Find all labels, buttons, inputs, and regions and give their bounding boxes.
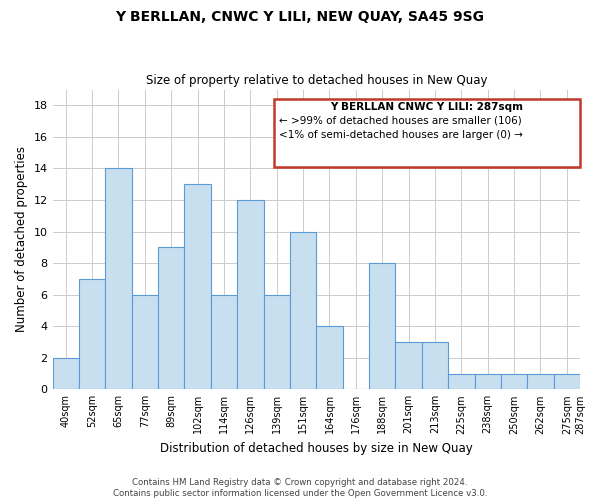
Bar: [158, 248, 184, 390]
Y-axis label: Number of detached properties: Number of detached properties: [15, 146, 28, 332]
Text: Y BERLLAN, CNWC Y LILI, NEW QUAY, SA45 9SG: Y BERLLAN, CNWC Y LILI, NEW QUAY, SA45 9…: [115, 10, 485, 24]
Bar: [369, 263, 395, 390]
Text: <1% of semi-detached houses are larger (0) →: <1% of semi-detached houses are larger (…: [280, 130, 523, 140]
Bar: [184, 184, 211, 390]
Bar: [501, 374, 527, 390]
Bar: [316, 326, 343, 390]
Bar: [79, 279, 105, 390]
Bar: [554, 374, 580, 390]
Bar: [237, 200, 263, 390]
Bar: [475, 374, 501, 390]
Bar: [53, 358, 79, 390]
Bar: [290, 232, 316, 390]
Text: Contains HM Land Registry data © Crown copyright and database right 2024.
Contai: Contains HM Land Registry data © Crown c…: [113, 478, 487, 498]
FancyBboxPatch shape: [274, 98, 580, 168]
Title: Size of property relative to detached houses in New Quay: Size of property relative to detached ho…: [146, 74, 487, 87]
Bar: [263, 294, 290, 390]
Text: Y BERLLAN CNWC Y LILI: 287sqm: Y BERLLAN CNWC Y LILI: 287sqm: [331, 102, 524, 112]
Bar: [395, 342, 422, 390]
Bar: [131, 294, 158, 390]
X-axis label: Distribution of detached houses by size in New Quay: Distribution of detached houses by size …: [160, 442, 473, 455]
Bar: [527, 374, 554, 390]
Bar: [448, 374, 475, 390]
Bar: [422, 342, 448, 390]
Bar: [105, 168, 131, 390]
Bar: [211, 294, 237, 390]
Text: ← >99% of detached houses are smaller (106): ← >99% of detached houses are smaller (1…: [280, 115, 522, 125]
